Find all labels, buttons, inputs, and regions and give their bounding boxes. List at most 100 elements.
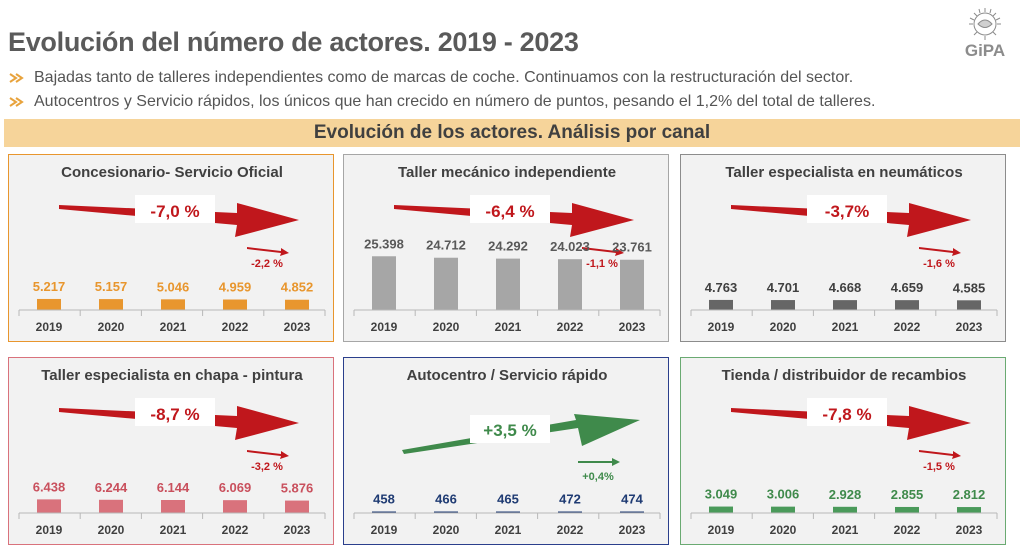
bar-value-label: 6.438 <box>33 479 66 494</box>
bar <box>372 256 396 310</box>
bar <box>223 500 247 513</box>
bar <box>161 299 185 310</box>
bar-chart: Taller mecánico independiente -6,4 % -1,1 … <box>353 164 661 334</box>
bar <box>285 299 309 310</box>
trend-down-arrow <box>394 203 634 237</box>
last-year-change-label: -1,6 % <box>923 258 955 270</box>
bar-value-label: 4.852 <box>281 280 314 295</box>
bar-value-label: 4.763 <box>705 280 738 295</box>
category-label: 2020 <box>770 523 797 537</box>
bar <box>620 259 644 310</box>
total-change-label: -3,7% <box>825 202 869 221</box>
bar-value-label: 24.292 <box>488 239 528 254</box>
category-label: 2023 <box>284 320 311 334</box>
chart-title: Tienda / distribuidor de recambios <box>722 367 967 384</box>
bar-value-label: 465 <box>497 492 519 507</box>
bar-chart: Taller especialista en neumáticos -3,7% -1… <box>690 164 998 334</box>
bar <box>771 506 795 513</box>
chart-title: Autocentro / Servicio rápido <box>407 367 608 384</box>
bar-value-label: 5.157 <box>95 279 128 294</box>
category-label: 2023 <box>956 320 983 334</box>
small-trend-arrow <box>578 458 620 466</box>
bullet-item: Bajadas tanto de talleres independientes… <box>8 66 875 90</box>
category-label: 2021 <box>832 320 859 334</box>
bar <box>434 511 458 513</box>
total-change-label: -8,7 % <box>150 405 199 424</box>
category-label: 2022 <box>557 320 584 334</box>
category-label: 2019 <box>371 523 398 537</box>
small-trend-arrow <box>247 247 289 256</box>
category-label: 2023 <box>619 523 646 537</box>
bullet-text: Bajadas tanto de talleres independientes… <box>34 69 854 86</box>
bar <box>434 257 458 310</box>
bar <box>558 259 582 310</box>
gipa-logo: GiPA <box>965 8 1005 60</box>
last-year-change-label: -1,1 % <box>586 258 618 270</box>
category-label: 2022 <box>557 523 584 537</box>
category-label: 2022 <box>222 523 249 537</box>
bar-value-label: 2.812 <box>953 487 986 502</box>
category-label: 2019 <box>36 320 63 334</box>
section-band: Evolución de los actores. Análisis por c… <box>4 119 1020 147</box>
category-label: 2023 <box>956 523 983 537</box>
total-change-box <box>470 195 550 223</box>
bar-value-label: 5.217 <box>33 279 66 294</box>
total-change-box <box>135 398 215 426</box>
category-label: 2022 <box>894 523 921 537</box>
chart-panel-neumaticos: Taller especialista en neumáticos -3,7% -1… <box>680 154 1006 342</box>
category-label: 2020 <box>433 320 460 334</box>
category-label: 2020 <box>98 523 125 537</box>
bar <box>37 298 61 310</box>
category-label: 2022 <box>894 320 921 334</box>
bar <box>895 300 919 310</box>
bar-value-label: 472 <box>559 492 581 507</box>
bar-value-label: 4.585 <box>953 280 986 295</box>
category-label: 2022 <box>222 320 249 334</box>
bar-value-label: 4.701 <box>767 280 800 295</box>
category-label: 2020 <box>770 320 797 334</box>
category-label: 2020 <box>98 320 125 334</box>
chart-title: Taller especialista en chapa - pintura <box>41 367 303 384</box>
total-change-box <box>135 195 215 223</box>
category-label: 2019 <box>36 523 63 537</box>
bar-value-label: 4.659 <box>891 280 924 295</box>
bar-value-label: 2.928 <box>829 487 862 502</box>
bar-value-label: 4.959 <box>219 280 252 295</box>
bar <box>620 511 644 513</box>
category-label: 2021 <box>495 523 522 537</box>
bar-value-label: 6.069 <box>219 480 252 495</box>
bar <box>496 511 520 513</box>
bullet-text: Autocentros y Servicio rápidos, los únic… <box>34 93 876 110</box>
chart-panel-recambios: Tienda / distribuidor de recambios -7,8 %… <box>680 357 1006 545</box>
bar-value-label: 3.006 <box>767 487 800 502</box>
trend-down-arrow <box>731 203 971 237</box>
chart-panel-autocentro: Autocentro / Servicio rápido +3,5 % +0,4% 4… <box>343 357 669 545</box>
bar-chart: Concesionario- Servicio Oficial -7,0 % -2,… <box>18 164 326 334</box>
category-label: 2021 <box>160 523 187 537</box>
trend-down-arrow <box>59 203 299 237</box>
bar <box>285 500 309 513</box>
bar <box>372 511 396 513</box>
category-label: 2019 <box>708 523 735 537</box>
small-trend-arrow <box>582 247 624 256</box>
bar <box>558 511 582 513</box>
category-label: 2023 <box>619 320 646 334</box>
bar <box>223 299 247 310</box>
chart-title: Taller especialista en neumáticos <box>725 164 962 181</box>
bar-value-label: 6.144 <box>157 480 190 495</box>
bar <box>709 506 733 513</box>
trend-down-arrow <box>59 406 299 440</box>
bar-value-label: 24.023 <box>550 239 590 254</box>
total-change-box <box>807 398 887 426</box>
category-label: 2021 <box>832 523 859 537</box>
category-label: 2019 <box>708 320 735 334</box>
small-trend-arrow <box>247 450 289 459</box>
logo-sun-icon <box>969 8 1001 40</box>
chart-panel-concesionario: Concesionario- Servicio Oficial -7,0 % -2,… <box>8 154 334 342</box>
last-year-change-label: -3,2 % <box>251 461 283 473</box>
chart-title: Taller mecánico independiente <box>398 164 616 181</box>
chart-panel-taller-mecanico: Taller mecánico independiente -6,4 % -1,1 … <box>343 154 669 342</box>
section-title: Evolución de los actores. Análisis por c… <box>313 122 711 143</box>
arrow-right-icon <box>9 73 24 83</box>
bar-value-label: 5.046 <box>157 279 190 294</box>
